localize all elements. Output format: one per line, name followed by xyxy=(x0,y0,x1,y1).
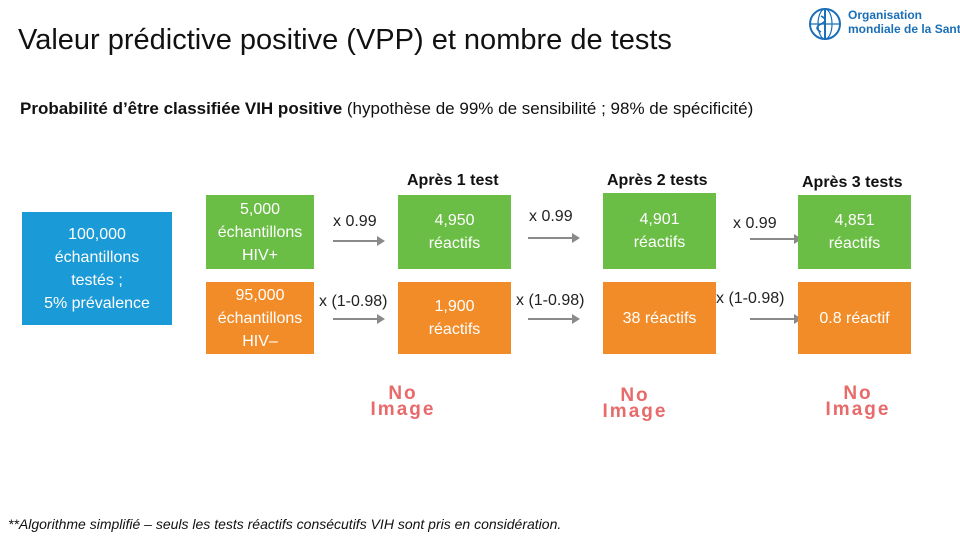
header-test-2: Après 2 tests xyxy=(607,172,708,189)
header-test-1: Après 1 test xyxy=(407,172,499,189)
result-green-test-2: 4,901 réactifs xyxy=(603,193,716,269)
multiplier-false-positive-1: x (1-0.98) xyxy=(319,293,388,310)
logo-line1: Organisation xyxy=(848,8,923,22)
no-image-placeholder-1: No Image xyxy=(338,383,468,420)
hiv-neg-line3: HIV– xyxy=(242,332,278,350)
no-image-line1: No xyxy=(388,383,418,404)
no-image-placeholder-2: No Image xyxy=(570,385,700,422)
orange-1-line1: 1,900 xyxy=(434,298,475,315)
multiplier-false-positive-3: x (1-0.98) xyxy=(716,290,785,307)
arrow-right-icon xyxy=(528,314,580,324)
start-line4: 5% prévalence xyxy=(44,294,150,312)
multiplier-sensitivity-3: x 0.99 xyxy=(733,215,777,232)
no-image-line2: Image xyxy=(370,399,436,420)
green-2-unit: réactifs xyxy=(633,234,686,251)
who-logo: Organisation mondiale de la Santé xyxy=(806,6,960,42)
start-line2: échantillons xyxy=(54,248,140,266)
logo-line2: mondiale de la Santé xyxy=(848,22,960,36)
orange-1-line2: réactifs xyxy=(428,321,481,338)
no-image-line1: No xyxy=(620,385,650,406)
result-orange-test-3: 0.8 réactif xyxy=(798,282,911,354)
hiv-pos-line1: 5,000 xyxy=(239,200,281,218)
arrow-right-icon xyxy=(750,234,802,244)
green-3-unit: réactifs xyxy=(828,235,881,252)
no-image-line2: Image xyxy=(825,399,891,420)
hiv-positive-box: 5,000 échantillons HIV+ xyxy=(206,195,314,269)
hiv-neg-line1: 95,000 xyxy=(235,286,285,304)
page-title: Valeur prédictive positive (VPP) et nomb… xyxy=(18,24,672,56)
green-3-value: 4,851 xyxy=(834,212,875,229)
arrow-right-icon xyxy=(528,233,580,243)
orange-2-line1: 38 réactifs xyxy=(622,309,697,327)
orange-3-line1: 0.8 réactif xyxy=(819,309,890,327)
arrow-right-icon xyxy=(750,314,802,324)
result-green-test-1: 4,950 réactifs xyxy=(398,195,511,269)
no-image-line2: Image xyxy=(602,401,668,422)
start-samples-box: 100,000 échantillons testés ; 5% prévale… xyxy=(22,212,172,325)
start-line3: testés ; xyxy=(71,271,123,289)
result-orange-test-1: 1,900 réactifs xyxy=(398,282,511,354)
subtitle: Probabilité d’être classifiée VIH positi… xyxy=(20,99,753,119)
green-2-value: 4,901 xyxy=(639,211,680,228)
subtitle-normal: (hypothèse de 99% de sensibilité ; 98% d… xyxy=(342,99,754,118)
no-image-placeholder-3: No Image xyxy=(793,383,923,420)
result-green-test-3: 4,851 réactifs xyxy=(798,195,911,269)
subtitle-bold: Probabilité d’être classifiée VIH positi… xyxy=(20,99,343,118)
footnote: **Algorithme simplifié – seuls les tests… xyxy=(8,516,562,532)
hiv-neg-line2: échantillons xyxy=(217,309,303,327)
result-orange-test-2: 38 réactifs xyxy=(603,282,716,354)
green-1-unit: réactifs xyxy=(428,235,481,252)
hiv-pos-line2: échantillons xyxy=(217,223,303,241)
green-1-value: 4,950 xyxy=(434,212,475,229)
who-emblem-icon xyxy=(809,8,841,40)
start-line1: 100,000 xyxy=(68,225,126,243)
arrow-right-icon xyxy=(333,314,385,324)
no-image-line1: No xyxy=(843,383,873,404)
arrow-right-icon xyxy=(333,236,385,246)
hiv-pos-line3: HIV+ xyxy=(241,246,278,264)
multiplier-sensitivity-2: x 0.99 xyxy=(529,208,573,225)
hiv-negative-box: 95,000 échantillons HIV– xyxy=(206,282,314,354)
header-test-3: Après 3 tests xyxy=(802,174,903,191)
multiplier-sensitivity-1: x 0.99 xyxy=(333,213,377,230)
multiplier-false-positive-2: x (1-0.98) xyxy=(516,292,585,309)
